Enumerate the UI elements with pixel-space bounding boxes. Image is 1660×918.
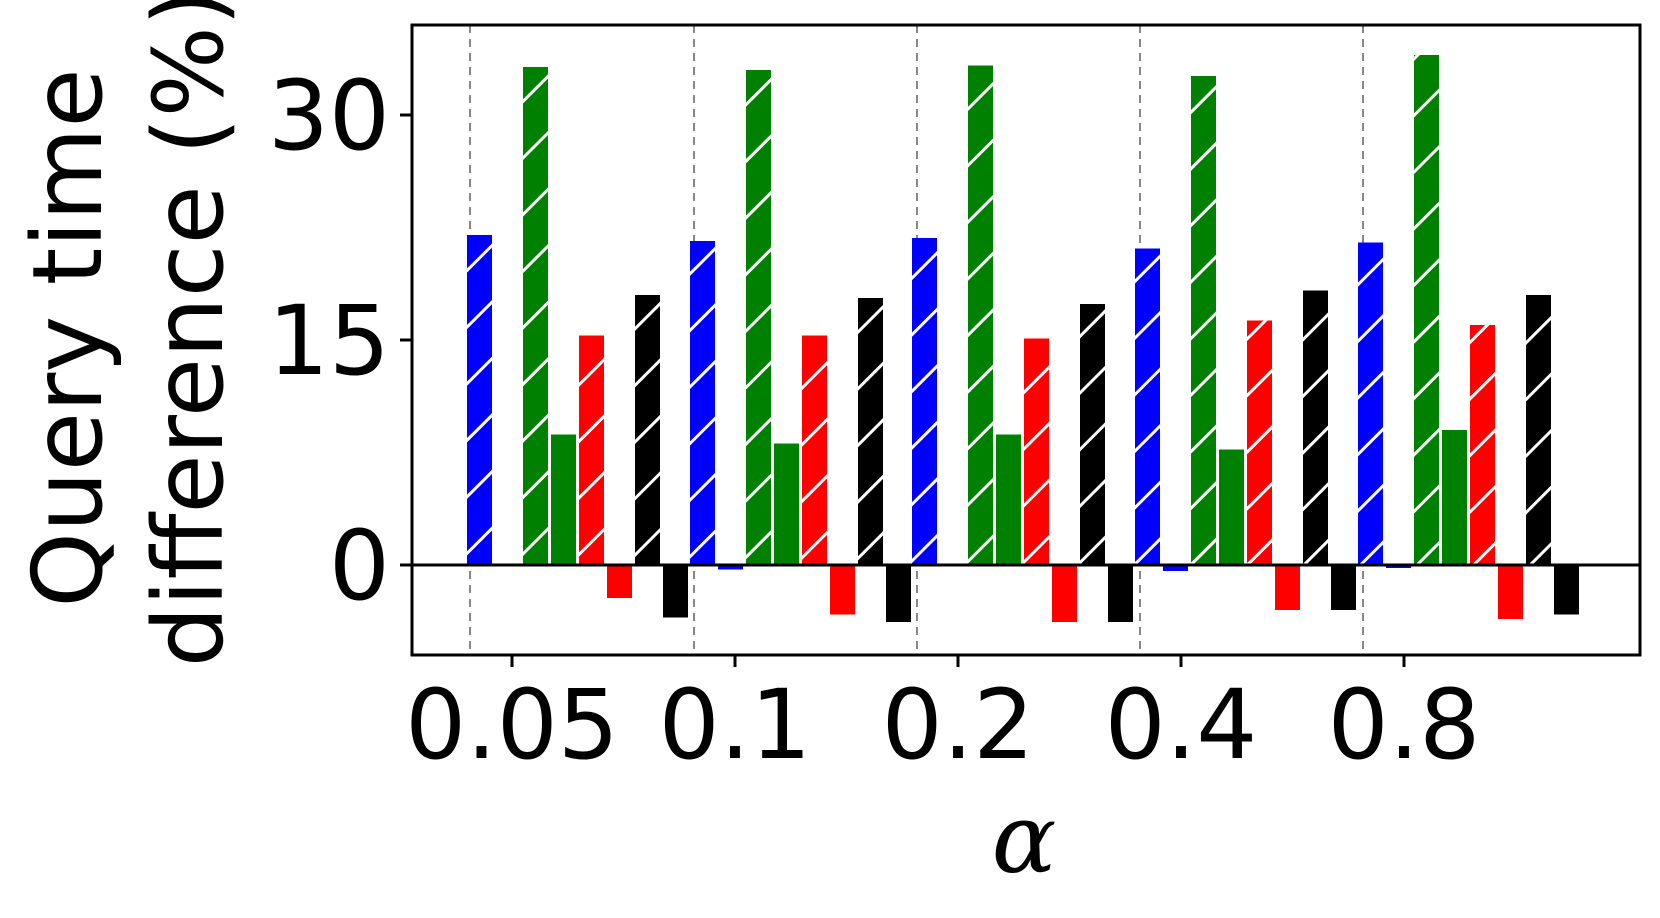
bar: [1052, 565, 1077, 622]
bar: [663, 565, 688, 618]
bar-hatch: [1358, 242, 1383, 565]
bar-hatch: [802, 335, 827, 565]
x-tick-label: 0.05: [405, 669, 619, 781]
y-axis-title-line-1: Query time: [12, 68, 124, 607]
bar: [1275, 565, 1300, 610]
y-axis-title-line-2: difference (%): [133, 0, 245, 667]
bar: [607, 565, 632, 598]
bar-hatch: [912, 238, 937, 565]
bar-hatch: [1303, 290, 1328, 565]
y-axis-title: Query time difference (%): [12, 0, 245, 667]
bar-hatch: [1024, 338, 1049, 565]
y-tick-label: 0: [329, 510, 390, 622]
bar-hatch: [579, 335, 604, 565]
bar-hatch: [523, 67, 548, 565]
x-tick-label: 0.2: [882, 669, 1035, 781]
y-axis: 0 15 30: [268, 60, 412, 622]
bar-hatch: [1080, 304, 1105, 565]
bar: [718, 565, 743, 570]
bar: [1163, 565, 1188, 571]
y-tick-label: 15: [268, 285, 390, 397]
bar-hatch: [635, 295, 660, 565]
bar: [996, 434, 1021, 565]
bar-hatch: [1414, 55, 1439, 565]
bar-hatch: [858, 298, 883, 565]
bar: [1108, 565, 1133, 622]
bar: [774, 443, 799, 565]
bar: [830, 565, 855, 615]
y-tick-label: 30: [268, 60, 390, 172]
bars: [467, 55, 1579, 622]
bar: [1554, 565, 1579, 615]
bar-hatch: [746, 70, 771, 565]
bar-hatch: [467, 235, 492, 565]
x-tick-label: 0.8: [1328, 669, 1481, 781]
bar-hatch: [1470, 325, 1495, 565]
bar: [1331, 565, 1356, 610]
x-axis: 0.05 0.1 0.2 0.4 0.8: [405, 655, 1480, 781]
bar: [886, 565, 911, 622]
bar-hatch: [690, 241, 715, 565]
x-tick-label: 0.1: [659, 669, 812, 781]
bar-hatch: [1191, 76, 1216, 565]
bar-hatch: [1526, 295, 1551, 565]
x-tick-label: 0.4: [1105, 669, 1258, 781]
x-axis-title: α: [992, 783, 1057, 895]
bar-hatch: [1135, 248, 1160, 565]
bar: [1498, 565, 1523, 619]
bar-hatch: [1247, 320, 1272, 565]
bar: [1219, 449, 1244, 565]
bar: [551, 434, 576, 565]
bar: [1442, 430, 1467, 565]
bar-hatch: [968, 65, 993, 565]
